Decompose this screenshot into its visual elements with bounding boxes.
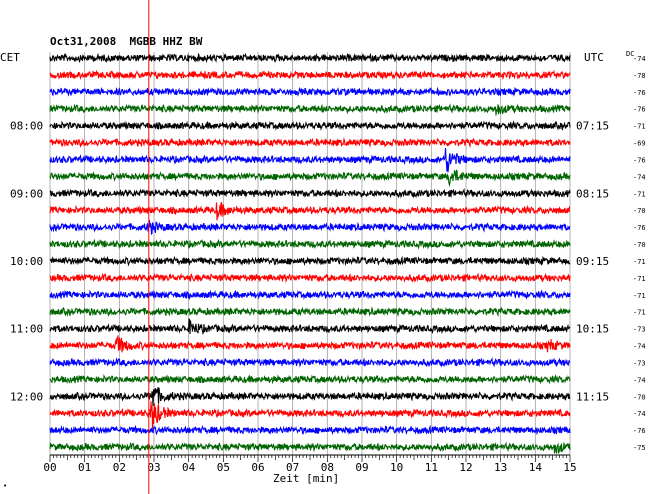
dc-offset-label: -76 bbox=[633, 224, 646, 232]
seismic-trace bbox=[49, 120, 571, 131]
dc-offset-label: -76 bbox=[633, 89, 646, 97]
dc-header-label: DC bbox=[626, 50, 634, 58]
left-time-label: 10:00 bbox=[10, 255, 43, 268]
seismic-trace bbox=[49, 137, 571, 149]
seismic-trace bbox=[49, 52, 571, 64]
dc-offset-label: -74 bbox=[633, 173, 646, 181]
right-time-label: 11:15 bbox=[576, 390, 609, 403]
chart-title: Oct31,2008 MGBB HHZ BW bbox=[50, 35, 203, 48]
left-time-label: 12:00 bbox=[10, 390, 43, 403]
dc-offset-label: -76 bbox=[633, 106, 646, 114]
dc-offset-label: -76 bbox=[633, 156, 646, 164]
left-time-label: 09:00 bbox=[10, 187, 43, 200]
seismic-trace bbox=[49, 373, 571, 385]
x-tick-label: 00 bbox=[43, 461, 56, 474]
dc-offset-label: -73 bbox=[633, 359, 646, 367]
dc-offset-label: -70 bbox=[633, 393, 646, 401]
x-tick-label: 05 bbox=[217, 461, 230, 474]
x-tick-label: 13 bbox=[494, 461, 507, 474]
x-tick-label: 01 bbox=[78, 461, 91, 474]
seismic-trace bbox=[49, 86, 571, 97]
dc-offset-label: -74 bbox=[633, 376, 646, 384]
x-tick-label: 02 bbox=[113, 461, 126, 474]
seismic-trace bbox=[49, 69, 571, 81]
dc-offset-label: -78 bbox=[633, 72, 646, 80]
axis-labels: 00 01 02 03 04 05 06 07 08 09 10 11 12 13 14 15 08:00 09:… bbox=[10, 55, 646, 474]
dc-offset-label: -70 bbox=[633, 241, 646, 249]
dc-offset-label: -71 bbox=[633, 309, 646, 317]
seismic-trace bbox=[49, 424, 571, 436]
dc-offset-label: -71 bbox=[633, 258, 646, 266]
x-tick-label: 06 bbox=[251, 461, 264, 474]
x-tick-label: 07 bbox=[286, 461, 299, 474]
seismic-trace bbox=[49, 201, 571, 221]
dc-offset-label: -74 bbox=[633, 343, 646, 351]
x-tick-label: 04 bbox=[182, 461, 196, 474]
dc-offset-label: -74 bbox=[633, 55, 646, 63]
right-timezone-label: UTC bbox=[584, 51, 604, 64]
right-time-label: 07:15 bbox=[576, 120, 609, 133]
seismic-trace bbox=[49, 238, 571, 250]
seismic-trace bbox=[49, 335, 571, 353]
dc-offset-label: -71 bbox=[633, 123, 646, 131]
seismic-trace bbox=[49, 272, 571, 283]
x-tick-label: 11 bbox=[425, 461, 438, 474]
seismic-trace bbox=[49, 103, 571, 116]
seismic-trace bbox=[49, 220, 571, 235]
dc-offset-label: -76 bbox=[633, 427, 646, 435]
seismic-trace bbox=[49, 147, 571, 173]
dc-offset-label: -71 bbox=[633, 190, 646, 198]
seismic-trace bbox=[49, 169, 571, 188]
left-time-label: 08:00 bbox=[10, 120, 43, 133]
x-tick-label: 09 bbox=[355, 461, 368, 474]
x-axis-label: Zeit [min] bbox=[273, 472, 339, 485]
x-tick-label: 14 bbox=[529, 461, 543, 474]
dc-offset-label: -71 bbox=[633, 275, 646, 283]
seismic-trace bbox=[49, 401, 571, 429]
seismic-trace bbox=[49, 357, 571, 368]
dc-offset-label: -74 bbox=[633, 410, 646, 418]
seismic-trace bbox=[49, 441, 571, 454]
x-tick-label: 10 bbox=[390, 461, 403, 474]
dc-offset-label: -71 bbox=[633, 292, 646, 300]
dc-offset-label: -70 bbox=[633, 207, 646, 215]
dc-offset-label: -73 bbox=[633, 326, 646, 334]
right-time-label: 10:15 bbox=[576, 323, 609, 336]
seismic-trace bbox=[49, 289, 571, 301]
x-tick-label: 03 bbox=[147, 461, 160, 474]
right-time-label: 08:15 bbox=[576, 187, 609, 200]
left-timezone-label: CET bbox=[0, 51, 20, 64]
seismic-trace bbox=[49, 187, 571, 199]
seismic-trace bbox=[49, 318, 571, 336]
x-tick-label: 15 bbox=[563, 461, 576, 474]
label-group: Oct31,2008 MGBB HHZ BW CET UTC DC Zeit [… bbox=[0, 35, 634, 485]
seismic-trace bbox=[49, 255, 571, 267]
grid-lines bbox=[49, 52, 571, 462]
dc-offset-label: -75 bbox=[633, 444, 646, 452]
left-time-label: 11:00 bbox=[10, 323, 43, 336]
seismic-trace bbox=[49, 306, 571, 318]
x-tick-label: 08 bbox=[321, 461, 334, 474]
x-tick-label: 12 bbox=[459, 461, 472, 474]
seismic-trace bbox=[49, 387, 571, 406]
dc-offset-label: -69 bbox=[633, 140, 646, 148]
trace-group bbox=[49, 52, 571, 454]
corner-mark: • bbox=[3, 482, 7, 490]
right-time-label: 09:15 bbox=[576, 255, 609, 268]
